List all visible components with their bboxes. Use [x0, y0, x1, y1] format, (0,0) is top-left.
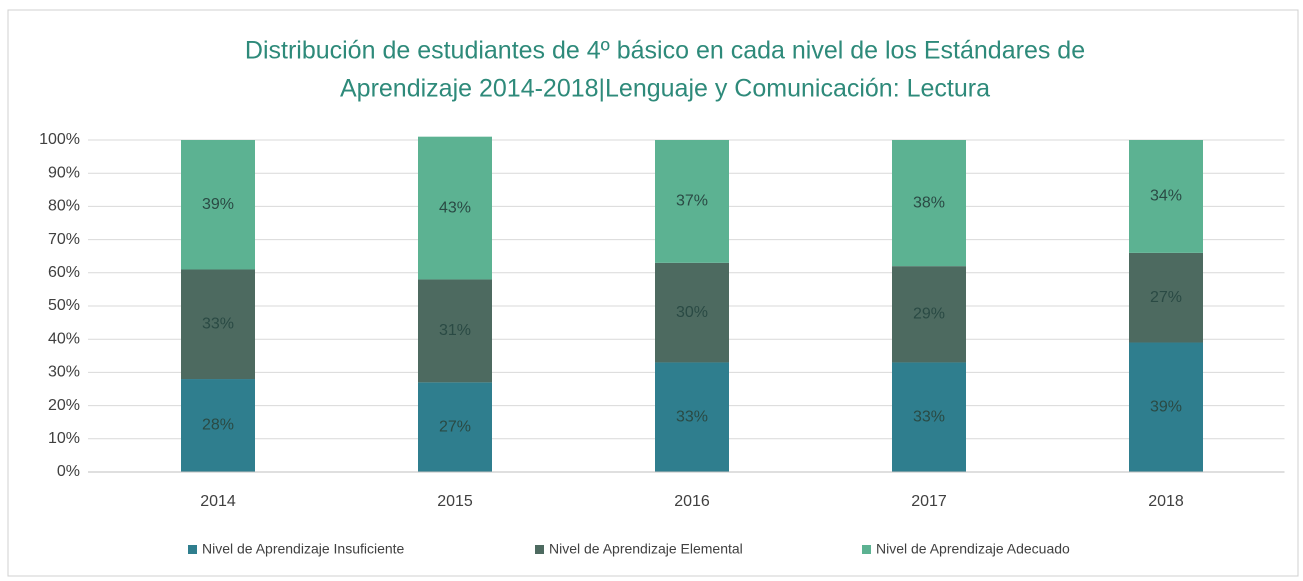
y-tick-label: 80% — [48, 198, 80, 215]
bar-segment — [181, 379, 255, 472]
bar-segment — [418, 279, 492, 383]
data-label: 33% — [202, 315, 234, 332]
bar-segment — [181, 269, 255, 380]
data-label: 31% — [439, 322, 471, 339]
data-label: 33% — [913, 408, 945, 425]
y-tick-label: 60% — [48, 264, 80, 281]
legend-label: Nivel de Aprendizaje Adecuado — [876, 541, 1070, 557]
chart-subtitle: Aprendizaje 2014-2018|Lenguaje y Comunic… — [340, 75, 990, 103]
data-label: 39% — [1150, 398, 1182, 415]
bar-segment — [418, 136, 492, 280]
legend-swatch — [535, 545, 544, 554]
bar-segment — [892, 362, 966, 472]
bar-segment — [892, 266, 966, 363]
bar-segment — [655, 362, 729, 472]
data-label: 39% — [202, 196, 234, 213]
data-label: 27% — [1150, 289, 1182, 306]
bar-segment — [181, 140, 255, 270]
bar-segment — [1129, 342, 1203, 472]
legend-label: Nivel de Aprendizaje Insuficiente — [202, 541, 405, 557]
data-label: 30% — [676, 304, 708, 321]
x-tick-label: 2015 — [437, 493, 473, 510]
data-label: 29% — [913, 306, 945, 323]
data-label: 37% — [676, 193, 708, 210]
bar-segment — [655, 140, 729, 263]
y-tick-label: 50% — [48, 297, 80, 314]
bar-segment — [418, 382, 492, 472]
data-label: 34% — [1150, 188, 1182, 205]
y-tick-label: 0% — [57, 463, 80, 480]
x-tick-label: 2017 — [911, 493, 947, 510]
x-tick-label: 2016 — [674, 493, 710, 510]
bar-segment — [655, 262, 729, 363]
data-label: 33% — [676, 408, 708, 425]
y-tick-label: 30% — [48, 364, 80, 381]
legend-swatch — [862, 545, 871, 554]
y-tick-label: 40% — [48, 330, 80, 347]
data-label: 38% — [913, 194, 945, 211]
y-tick-label: 20% — [48, 397, 80, 414]
y-tick-label: 70% — [48, 231, 80, 248]
bar-segment — [1129, 140, 1203, 253]
data-label: 27% — [439, 418, 471, 435]
legend-label: Nivel de Aprendizaje Elemental — [549, 541, 743, 557]
chart-title: Distribución de estudiantes de 4º básico… — [245, 37, 1085, 65]
x-tick-label: 2018 — [1148, 493, 1184, 510]
bar-segment — [1129, 252, 1203, 343]
x-tick-label: 2014 — [200, 493, 236, 510]
bar-segment — [892, 140, 966, 267]
legend-swatch — [188, 545, 197, 554]
data-label: 28% — [202, 417, 234, 434]
y-tick-label: 90% — [48, 164, 80, 181]
data-label: 43% — [439, 199, 471, 216]
y-tick-label: 100% — [39, 131, 80, 148]
y-tick-label: 10% — [48, 430, 80, 447]
